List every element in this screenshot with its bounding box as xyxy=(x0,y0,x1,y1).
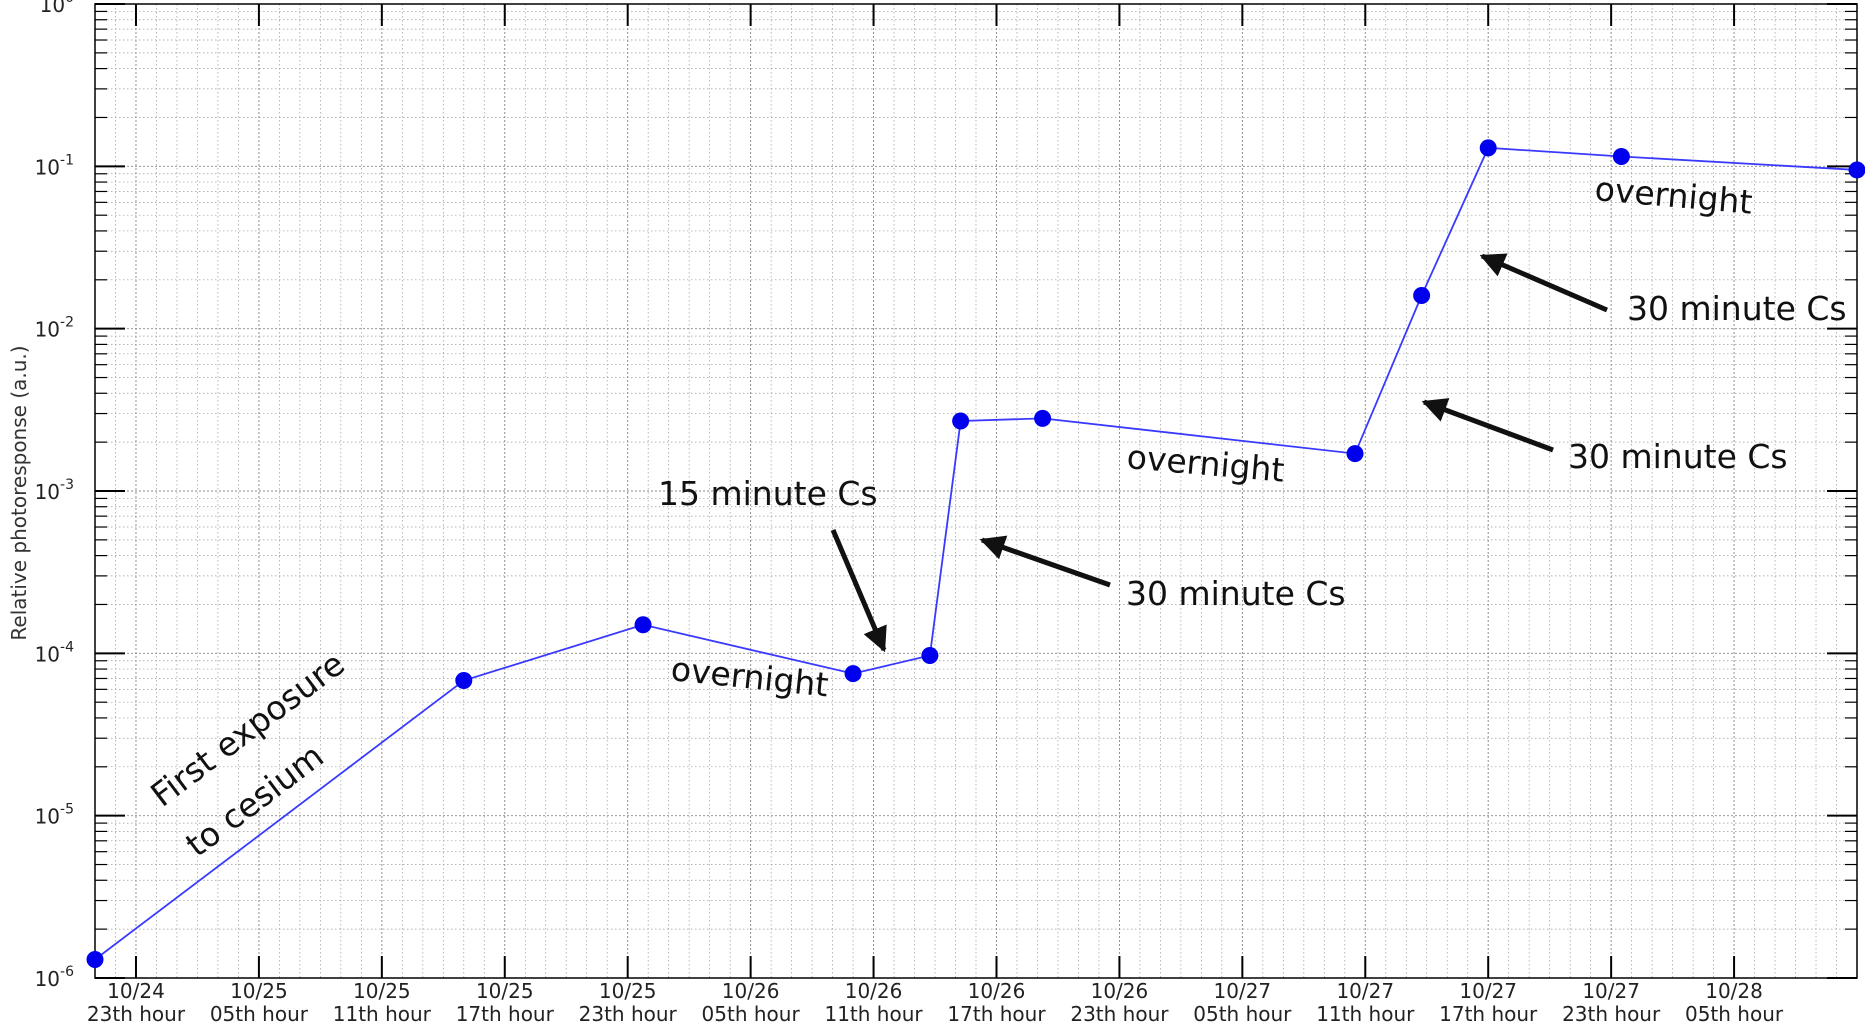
series-layer xyxy=(86,139,1865,969)
data-point xyxy=(844,665,862,683)
annotation-arrow xyxy=(830,529,887,653)
x-tick-hour: 11th hour xyxy=(1316,1002,1415,1026)
data-point xyxy=(455,672,473,690)
x-tick-hour: 17th hour xyxy=(1439,1002,1538,1026)
data-point xyxy=(1413,287,1431,305)
annotation-arrow xyxy=(979,535,1111,588)
annotation-label: 30 minute Cs xyxy=(1627,289,1847,328)
annotation-label: 30 minute Cs xyxy=(1126,574,1346,613)
y-tick-labels: 10-610-510-410-310-210-1100 xyxy=(35,0,75,991)
data-point xyxy=(952,412,970,430)
data-point xyxy=(921,646,939,664)
y-tick-exponent: -6 xyxy=(60,964,74,980)
annotation-label: overnight xyxy=(1593,169,1754,222)
major-grid xyxy=(95,3,1857,979)
y-tick-exponent: -1 xyxy=(60,152,74,168)
data-point xyxy=(1612,147,1630,165)
x-tick-hour: 23th hour xyxy=(1070,1002,1169,1026)
x-tick-hour: 23th hour xyxy=(1562,1002,1661,1026)
x-tick-hour: 23th hour xyxy=(87,1002,186,1026)
x-tick-hour: 05th hour xyxy=(210,1002,309,1026)
series-line xyxy=(94,146,1858,961)
annotation-arrow xyxy=(1421,398,1554,453)
x-tick-date: 10/27 xyxy=(1459,979,1517,1003)
data-point xyxy=(1346,445,1364,463)
x-tick-hour: 05th hour xyxy=(1685,1002,1784,1026)
axis-ticks xyxy=(95,3,1857,979)
x-tick-hour: 17th hour xyxy=(456,1002,555,1026)
x-tick-date: 10/27 xyxy=(1582,979,1640,1003)
x-tick-hour: 11th hour xyxy=(333,1002,432,1026)
x-tick-date: 10/26 xyxy=(845,979,903,1003)
y-tick-base: 10 xyxy=(35,805,60,829)
x-tick-hour: 17th hour xyxy=(947,1002,1046,1026)
annotation-label: 30 minute Cs xyxy=(1568,437,1788,476)
x-tick-date: 10/26 xyxy=(1091,979,1149,1003)
annotation-label: overnight xyxy=(1125,437,1286,490)
y-tick-label: 10-1 xyxy=(35,152,74,179)
data-point xyxy=(1034,409,1052,427)
x-tick-date: 10/26 xyxy=(968,979,1026,1003)
minor-grid xyxy=(94,4,1858,978)
x-tick-date: 10/25 xyxy=(230,979,288,1003)
y-tick-label: 10-3 xyxy=(35,477,74,504)
y-tick-exponent: -5 xyxy=(60,802,74,818)
data-point xyxy=(634,616,652,634)
x-tick-date: 10/25 xyxy=(599,979,657,1003)
data-point xyxy=(1479,139,1497,157)
y-tick-base: 10 xyxy=(40,0,65,17)
y-tick-base: 10 xyxy=(35,642,60,666)
y-tick-base: 10 xyxy=(35,480,60,504)
data-point xyxy=(1848,161,1865,179)
y-tick-base: 10 xyxy=(35,318,60,342)
y-tick-label: 10-5 xyxy=(35,802,74,829)
y-tick-label: 10-2 xyxy=(35,315,74,342)
annotation-label: 15 minute Cs xyxy=(658,474,878,513)
y-tick-label: 10-4 xyxy=(35,639,75,666)
x-tick-hour: 05th hour xyxy=(1193,1002,1292,1026)
annotation-label: overnight xyxy=(669,649,830,704)
x-tick-date: 10/24 xyxy=(107,979,165,1003)
x-tick-date: 10/25 xyxy=(476,979,534,1003)
x-tick-date: 10/27 xyxy=(1214,979,1272,1003)
x-tick-hour: 23th hour xyxy=(579,1002,678,1026)
x-tick-date: 10/28 xyxy=(1705,979,1763,1003)
y-tick-exponent: -3 xyxy=(60,477,74,493)
y-tick-exponent: -4 xyxy=(60,639,74,655)
x-tick-hour: 11th hour xyxy=(824,1002,923,1026)
x-tick-date: 10/26 xyxy=(722,979,780,1003)
x-tick-date: 10/27 xyxy=(1336,979,1394,1003)
y-tick-label: 100 xyxy=(40,0,74,17)
y-tick-label: 10-6 xyxy=(35,964,75,991)
y-tick-base: 10 xyxy=(35,967,60,991)
annotation-arrow xyxy=(1479,253,1608,313)
y-tick-exponent: 0 xyxy=(65,0,74,6)
x-tick-hour: 05th hour xyxy=(702,1002,801,1026)
data-point xyxy=(86,951,104,969)
y-tick-base: 10 xyxy=(35,155,60,179)
y-tick-exponent: -2 xyxy=(60,315,74,331)
y-axis-label: Relative photoresponse (a.u.) xyxy=(7,345,31,640)
x-tick-date: 10/25 xyxy=(353,979,411,1003)
